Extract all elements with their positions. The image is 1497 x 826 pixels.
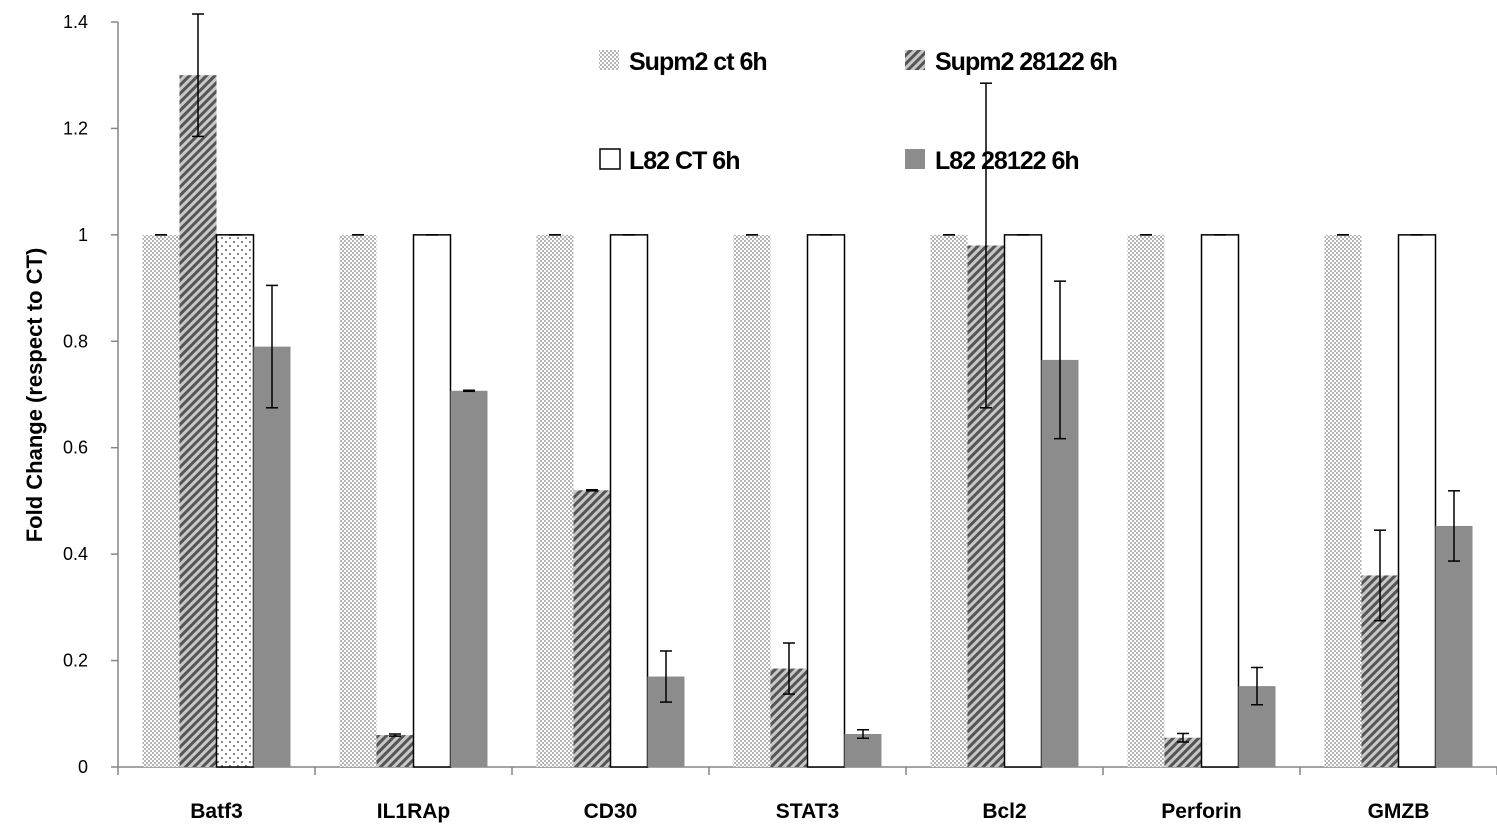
y-tick-label: 1.4 [63, 12, 88, 32]
legend-label-supm2-ct: Supm2 ct 6h [629, 48, 767, 76]
x-tick-label-gmzb: GMZB [1368, 800, 1430, 823]
error-bar-il1rap-l82-28122-6h [463, 389, 475, 393]
legend: Supm2 ct 6h Supm2 28122 6h L82 CT 6h L82… [599, 48, 1118, 175]
y-tick-label: 0.8 [63, 331, 88, 351]
error-bars [155, 13, 1460, 743]
y-tick-label: 0.6 [63, 438, 88, 458]
bar-batf3-l82-ct-6h [215, 234, 255, 768]
bar-batf3-supm2-28122-6h [179, 75, 217, 767]
error-bar-stat3-supm2-28122-6h [783, 642, 795, 695]
bar-il1rap-l82-ct-6h [412, 234, 452, 768]
error-bar-gmzb-supm2-28122-6h [1374, 529, 1386, 622]
bar-stat3-l82-28122-6h [844, 734, 882, 767]
bars [142, 75, 1473, 768]
legend-label-l82-28122: L82 28122 6h [935, 147, 1079, 175]
x-tick-label-perforin: Perforin [1161, 800, 1242, 823]
x-tick-label-il1rap: IL1RAp [377, 800, 451, 823]
error-bar-cd30-supm2-28122-6h [586, 489, 598, 492]
error-bar-bcl2-supm2-28122-6h [980, 82, 992, 409]
tick-labels: 0 0.2 0.4 0.6 0.8 1 1.2 1.4 Batf3 IL1RAp CD30 STAT3… [63, 12, 1429, 823]
y-tick-label: 0.4 [63, 544, 88, 564]
bar-stat3-l82-ct-6h [806, 234, 846, 768]
bar-gmzb-l82-ct-6h [1397, 234, 1437, 768]
bar-perforin-l82-ct-6h [1200, 234, 1240, 768]
y-tick-label: 0 [78, 757, 88, 777]
legend-item-supm2-28122: Supm2 28122 6h [905, 48, 1118, 76]
bar-batf3-supm2-ct-6h [142, 234, 180, 767]
bar-il1rap-supm2-28122-6h [376, 735, 414, 767]
legend-swatch-supm2-ct [599, 50, 619, 70]
error-bar-il1rap-supm2-28122-6h [389, 733, 401, 737]
x-tick-label-bcl2: Bcl2 [982, 800, 1026, 823]
legend-item-l82-28122: L82 28122 6h [905, 147, 1080, 175]
bar-gmzb-supm2-ct-6h [1324, 234, 1362, 767]
x-tick-label-stat3: STAT3 [776, 800, 839, 823]
bar-perforin-supm2-ct-6h [1127, 234, 1165, 767]
y-tick-label: 0.2 [63, 651, 88, 671]
bar-batf3-l82-28122-6h [253, 346, 291, 767]
x-tick-label-cd30: CD30 [584, 800, 638, 823]
error-bar-stat3-l82-28122-6h [857, 729, 869, 740]
legend-item-l82-ct: L82 CT 6h [599, 147, 740, 175]
error-bar-batf3-supm2-28122-6h [192, 13, 204, 138]
bar-cd30-supm2-28122-6h [573, 490, 611, 767]
legend-swatch-supm2-28122 [905, 50, 925, 70]
y-tick-label: 1.2 [63, 118, 88, 138]
bar-il1rap-supm2-ct-6h [339, 234, 377, 767]
bar-cd30-supm2-ct-6h [536, 234, 574, 767]
error-bar-cd30-l82-28122-6h [660, 650, 672, 703]
error-bar-bcl2-l82-28122-6h [1054, 280, 1066, 440]
bar-il1rap-l82-28122-6h [450, 390, 488, 767]
x-tick-label-batf3: Batf3 [190, 800, 243, 823]
error-bar-perforin-l82-28122-6h [1251, 666, 1263, 706]
legend-item-supm2-ct: Supm2 ct 6h [599, 48, 768, 76]
y-axis-title: Fold Change (respect to CT) [22, 248, 47, 543]
error-bar-perforin-supm2-28122-6h [1177, 732, 1189, 743]
bar-gmzb-l82-28122-6h [1435, 525, 1473, 767]
bar-bcl2-l82-ct-6h [1003, 234, 1043, 768]
legend-swatch-l82-28122 [905, 149, 925, 169]
error-bar-batf3-l82-28122-6h [266, 284, 278, 409]
error-bar-gmzb-l82-28122-6h [1448, 490, 1460, 562]
axes [111, 21, 1497, 775]
legend-label-supm2-28122: Supm2 28122 6h [935, 48, 1117, 76]
bar-cd30-l82-ct-6h [609, 234, 649, 768]
legend-swatch-l82-ct [599, 148, 621, 170]
bar-bcl2-supm2-ct-6h [930, 234, 968, 767]
bar-stat3-supm2-ct-6h [733, 234, 771, 767]
y-tick-label: 1 [78, 225, 88, 245]
legend-label-l82-ct: L82 CT 6h [629, 147, 739, 175]
